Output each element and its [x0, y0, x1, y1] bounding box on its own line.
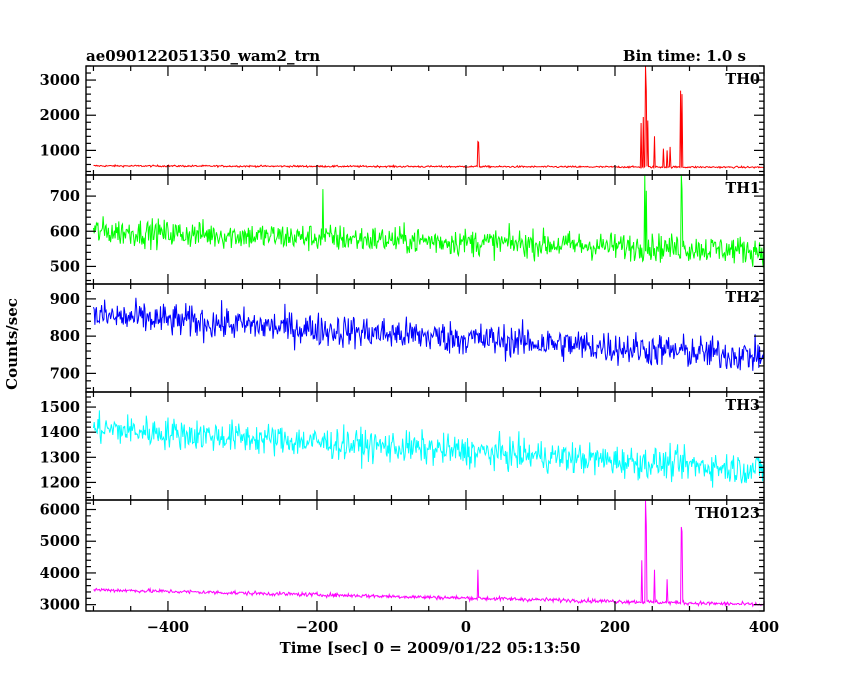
panel-frame-th1 — [85, 174, 765, 285]
x-tick-label: 200 — [600, 619, 630, 636]
panel-frame-th2 — [85, 283, 765, 393]
panel-label-th2: TH2 — [725, 289, 760, 306]
y-tick-label: 1400 — [40, 424, 80, 441]
y-axis-label: Counts/sec — [3, 298, 21, 390]
panel-label-th0123: TH0123 — [695, 505, 760, 522]
series-line-th2 — [93, 297, 765, 371]
y-tick-label: 5000 — [40, 533, 80, 550]
series-line-th1 — [93, 174, 765, 268]
series-line-th0 — [93, 65, 765, 170]
y-tick-label: 1300 — [40, 449, 80, 466]
series-line-th0123 — [93, 499, 765, 608]
bin-time-label: Bin time: 1.0 s — [623, 47, 746, 65]
y-tick-label: 4000 — [40, 565, 80, 582]
x-tick-label: −200 — [296, 619, 338, 636]
figure-title: ae090122051350_wam2_trn — [86, 47, 320, 65]
y-tick-label: 500 — [50, 258, 80, 275]
panel-label-th0: TH0 — [725, 71, 760, 88]
series-line-th3 — [93, 410, 765, 488]
y-tick-label: 800 — [50, 328, 80, 345]
panel-label-th3: TH3 — [725, 397, 760, 414]
y-tick-label: 3000 — [40, 597, 80, 614]
y-tick-label: 2000 — [40, 107, 80, 124]
panel-frame-th0 — [85, 65, 765, 176]
x-axis-label: Time [sec] 0 = 2009/01/22 05:13:50 — [280, 639, 581, 657]
panel-frame-th0123 — [85, 499, 765, 612]
y-tick-label: 3000 — [40, 72, 80, 89]
y-tick-label: 700 — [50, 188, 80, 205]
y-tick-label: 600 — [50, 223, 80, 240]
y-tick-label: 1500 — [40, 399, 80, 416]
x-tick-label: −400 — [147, 619, 189, 636]
y-tick-label: 1000 — [40, 142, 80, 159]
y-tick-label: 700 — [50, 365, 80, 382]
panel-label-th1: TH1 — [725, 180, 760, 197]
y-tick-label: 1200 — [40, 474, 80, 491]
y-tick-label: 6000 — [40, 502, 80, 519]
x-tick-label: 0 — [461, 619, 471, 636]
y-tick-label: 900 — [50, 291, 80, 308]
x-tick-label: 400 — [749, 619, 779, 636]
